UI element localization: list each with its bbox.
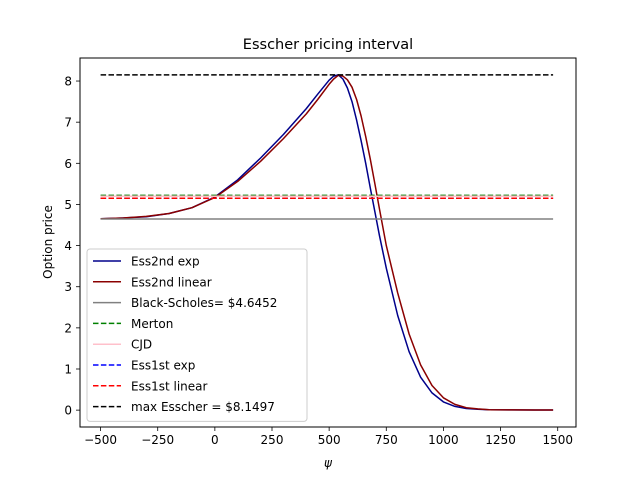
y-tick-label: 7 [64,116,72,130]
x-tick-label: 750 [375,433,398,447]
legend-label: Ess1st exp [131,359,195,373]
y-tick-label: 6 [64,157,72,171]
x-tick-label: 1500 [542,433,573,447]
legend-label: Black-Scholes= $4.6452 [131,296,277,310]
series-line-ess2nd-linear [100,74,554,411]
axes-frame [79,57,577,428]
y-tick-label: 2 [64,321,72,335]
ticks-layer: −500 −250 0 250 500 750 1000 1250 1500 0 1 2 3 4 5 6 7 8 [64,75,573,447]
y-tick-label: 8 [64,75,72,89]
x-tick-label: −500 [84,433,117,447]
legend-label: Ess2nd exp [131,255,200,269]
legend-box [86,248,308,422]
legend-label: CJD [131,338,152,352]
x-tick-label: 500 [318,433,341,447]
x-tick-label: 0 [211,433,219,447]
series-layer [100,74,554,411]
x-axis-label: ψ [324,456,333,470]
legend-label: Ess2nd linear [131,275,212,289]
series-line-ess2nd-exp [100,74,554,411]
legend-label: Merton [131,317,173,331]
y-tick-label: 5 [64,198,72,212]
x-tick-label: −250 [141,433,174,447]
y-tick-label: 4 [64,239,72,253]
y-tick-label: 0 [64,404,72,418]
legend-label: Ess1st linear [131,379,208,393]
x-tick-label: 1250 [485,433,516,447]
chart-title: Esscher pricing interval [243,37,413,53]
x-tick-label: 1000 [428,433,459,447]
y-tick-label: 3 [64,280,72,294]
x-tick-label: 250 [261,433,284,447]
y-axis-label: Option price [41,205,55,279]
legend: Ess2nd exp Ess2nd linear Black-Scholes= $4… [86,248,308,422]
legend-label: max Esscher = $8.1497 [131,400,275,414]
y-tick-label: 1 [64,362,72,376]
